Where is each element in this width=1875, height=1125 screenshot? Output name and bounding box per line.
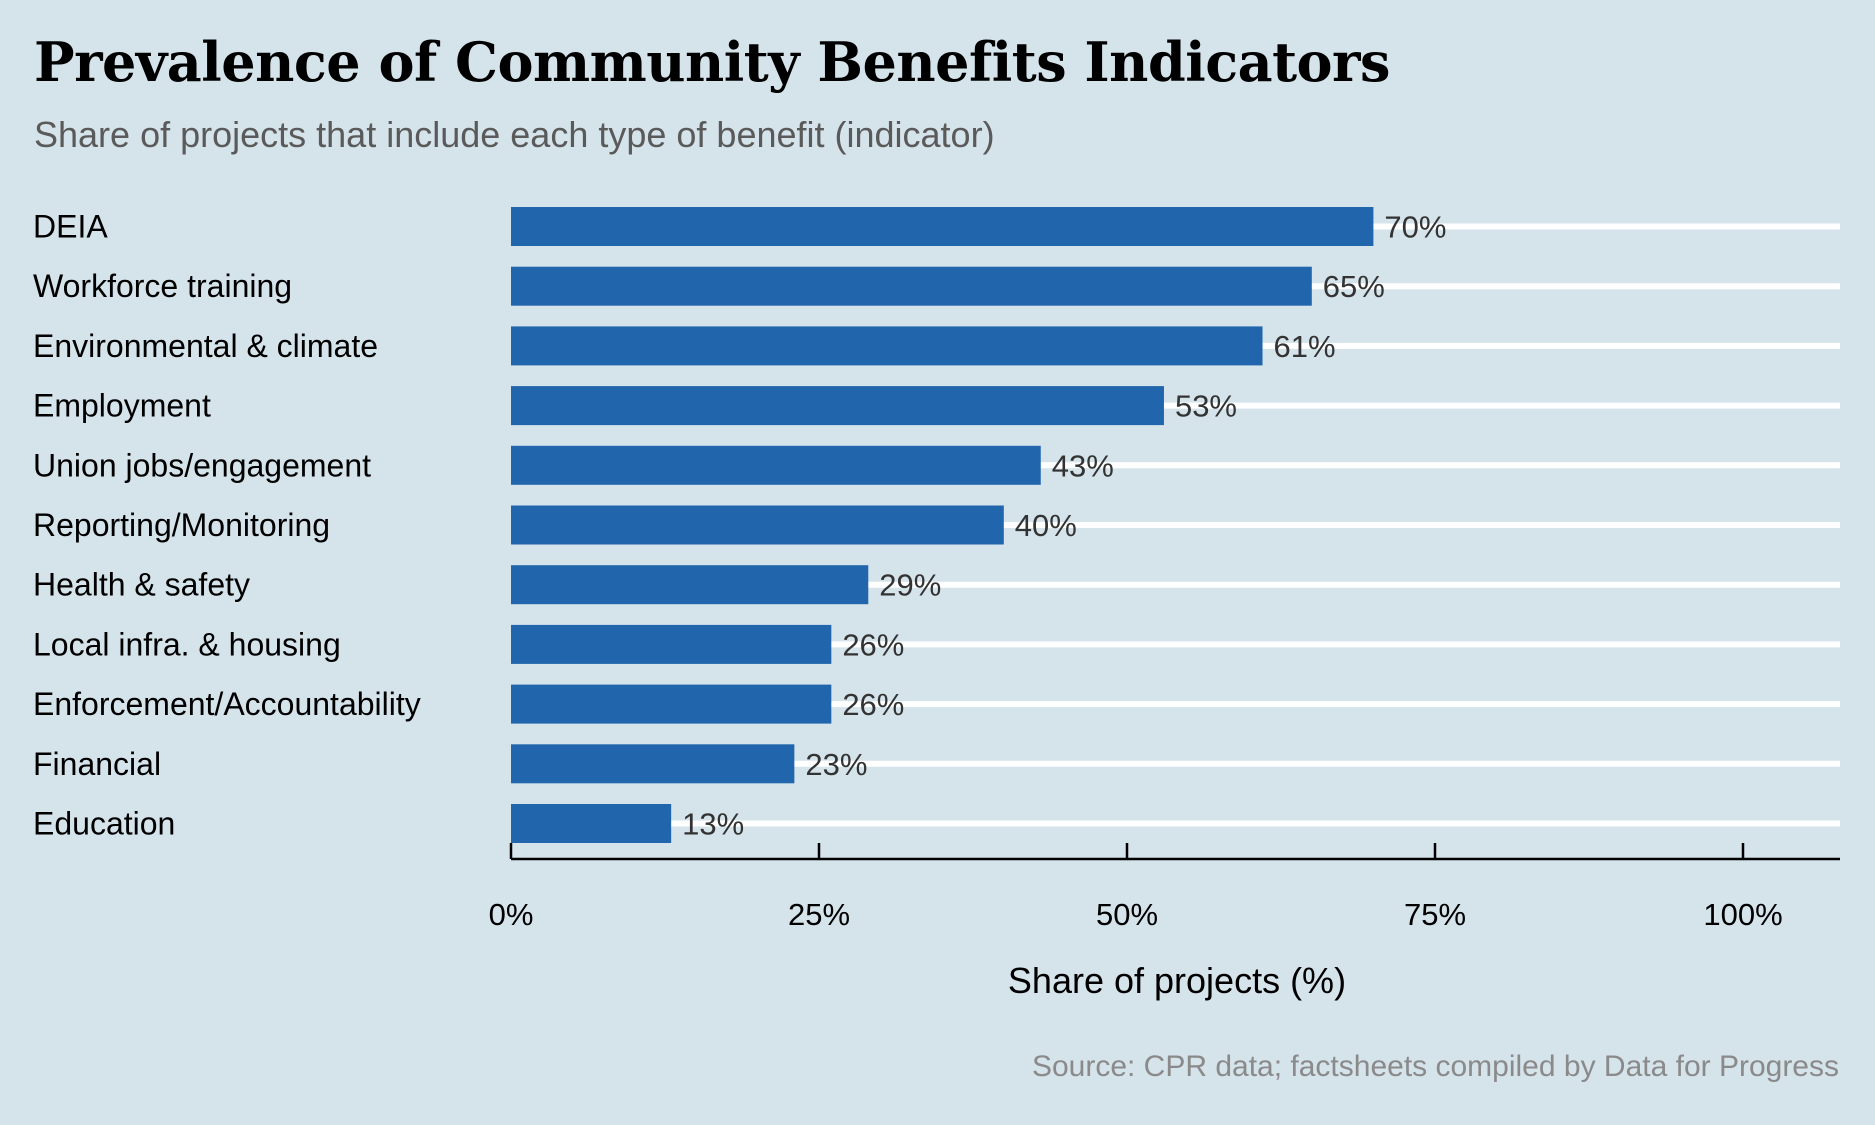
x-tick-label: 75% [1404,897,1466,932]
bar [511,684,832,724]
bar [511,804,672,843]
bar [511,386,1164,426]
value-label: 61% [1274,329,1336,364]
category-label: Local infra. & housing [33,626,341,662]
category-label: Employment [33,388,211,424]
x-tick-label: 0% [489,897,534,932]
chart-title: Prevalence of Community Benefits Indicat… [34,30,1390,94]
value-label: 43% [1052,448,1114,483]
category-label: Enforcement/Accountability [33,686,421,722]
category-label: Health & safety [33,567,250,603]
bar [511,565,869,605]
value-label: 65% [1323,269,1385,304]
category-label: Education [33,806,175,842]
category-labels: DEIA Workforce training Environmental & cl… [33,209,421,842]
source-note: Source: CPR data; factsheets compiled by… [1031,1050,1839,1083]
value-label: 26% [842,627,904,662]
x-axis-title: Share of projects (%) [1008,960,1346,1001]
category-label: DEIA [33,209,108,245]
category-label: Union jobs/engagement [33,447,371,483]
chart-subtitle: Share of projects that include each type… [34,114,995,155]
value-labels: 70% 65% 61% 53% 43% 40% 29% 26% 26% 23% 13% [682,210,1446,842]
bar [511,445,1041,485]
bar [511,326,1263,366]
x-tick-label: 25% [788,897,850,932]
bars [511,207,1374,843]
value-label: 40% [1015,508,1077,543]
value-label: 53% [1175,389,1237,424]
category-label: Workforce training [33,268,292,304]
x-axis: 0% 25% 50% 75% 100% [489,843,1840,932]
bar [511,266,1312,306]
category-label: Financial [33,746,161,782]
bar [511,624,832,664]
category-label: Environmental & climate [33,328,378,364]
x-tick-label: 100% [1703,897,1782,932]
bar [511,207,1374,246]
value-label: 13% [682,807,744,842]
x-tick-label: 50% [1096,897,1158,932]
value-label: 26% [842,687,904,722]
bar [511,744,795,784]
bar [511,505,1004,545]
value-label: 70% [1384,210,1446,245]
value-label: 29% [879,568,941,603]
category-label: Reporting/Monitoring [33,507,330,543]
value-label: 23% [805,747,867,782]
